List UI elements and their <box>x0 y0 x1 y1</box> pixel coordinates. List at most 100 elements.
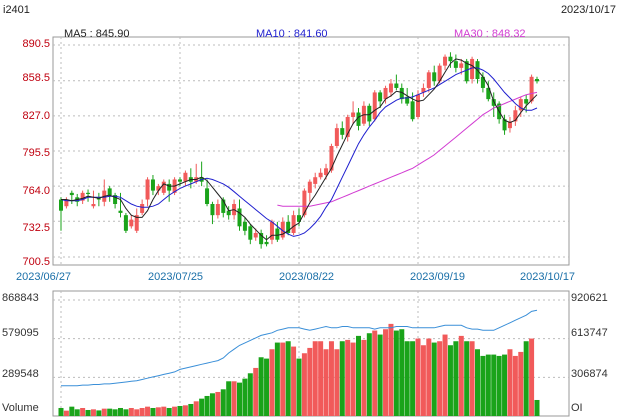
volume-bar <box>415 338 421 416</box>
volume-bar <box>464 341 470 416</box>
volume-bar <box>469 341 475 416</box>
candle-body <box>535 79 539 82</box>
date-tick-label: 2023/07/25 <box>148 271 204 283</box>
oi-axis-label: OI <box>571 402 583 414</box>
volume-bar <box>231 381 237 416</box>
volume-bar <box>383 329 389 416</box>
volume-bar <box>177 405 183 416</box>
volume-bar <box>323 349 329 416</box>
candle-body <box>351 112 356 117</box>
volume-bar <box>372 330 378 416</box>
date-tick-label: 2023/09/19 <box>410 271 466 283</box>
volume-bar <box>134 409 140 416</box>
volume-bar <box>258 357 264 416</box>
candle-body <box>459 63 464 68</box>
volume-bar <box>247 373 253 416</box>
candle-body <box>394 83 399 88</box>
candle-body <box>502 119 507 131</box>
candle-body <box>367 105 372 122</box>
candle-body <box>388 83 393 93</box>
volume-bar <box>226 381 232 416</box>
volume-bar <box>253 367 259 416</box>
candle-body <box>334 128 339 146</box>
candle-body <box>210 204 215 216</box>
volume-bar <box>150 407 156 416</box>
candle-body <box>480 76 485 88</box>
volume-bar <box>529 338 535 416</box>
volume-bar <box>437 341 443 416</box>
candle-body <box>410 101 415 120</box>
candle-body <box>448 56 453 62</box>
candle-body <box>291 215 296 234</box>
candle-body <box>297 215 301 222</box>
volume-bar <box>518 351 524 416</box>
volume-bar <box>285 341 291 416</box>
candle-body <box>96 198 101 200</box>
volume-bar <box>334 349 340 416</box>
volume-tick-label: 868843 <box>2 292 39 304</box>
volume-axis-label: Volume <box>2 402 39 414</box>
volume-bar <box>534 399 540 416</box>
candle-body <box>453 61 458 68</box>
candle-body <box>324 168 329 175</box>
candle-body <box>215 204 220 216</box>
volume-bar <box>420 345 426 416</box>
volume-bar <box>237 382 242 416</box>
volume-bar <box>377 334 383 416</box>
candle-body <box>264 241 269 245</box>
volume-bar <box>264 358 270 416</box>
candle-body <box>405 96 410 104</box>
price-tick-label: 890.5 <box>22 38 50 50</box>
candle-body <box>383 87 388 100</box>
volume-bar <box>507 349 513 416</box>
candle-body <box>378 92 383 102</box>
price-tick-label: 858.5 <box>22 72 50 84</box>
volume-bar <box>431 342 437 416</box>
volume-bar <box>480 355 486 416</box>
candle-body <box>134 215 139 231</box>
candle-body <box>426 72 431 88</box>
volume-bar <box>63 410 69 416</box>
volume-bar <box>161 406 167 416</box>
open-interest-line <box>61 309 538 387</box>
volume-bar <box>215 391 221 416</box>
candle-body <box>86 192 91 194</box>
volume-bar <box>410 341 416 416</box>
volume-bar <box>145 406 151 416</box>
oi-tick-label: 613747 <box>571 327 608 339</box>
candle-body <box>286 221 291 234</box>
candle-body <box>513 110 518 122</box>
candle-body <box>432 72 437 82</box>
candle-body <box>118 210 123 213</box>
volume-bar <box>399 329 405 416</box>
volume-bar <box>242 378 248 416</box>
volume-bar <box>312 341 318 416</box>
volume-bar <box>96 410 102 416</box>
price-tick-label: 795.5 <box>22 147 50 159</box>
candle-body <box>167 183 172 191</box>
volume-bar <box>280 342 286 416</box>
volume-bar <box>101 408 107 416</box>
symbol-label: i2401 <box>3 4 30 16</box>
volume-bar <box>496 355 502 416</box>
candle-body <box>529 76 534 102</box>
volume-bar <box>393 330 399 416</box>
date-tick-label: 2023/08/22 <box>279 271 335 283</box>
candle-body <box>140 204 145 213</box>
candle-body <box>318 172 323 178</box>
candle-body <box>269 221 274 240</box>
candle-body <box>91 204 96 207</box>
candle-body <box>259 233 264 245</box>
volume-bar <box>69 406 75 416</box>
volume-bar <box>188 403 194 416</box>
candle-body <box>107 188 112 196</box>
volume-bar <box>274 342 280 416</box>
candle-body <box>524 99 529 104</box>
ma10-legend: MA10 : 841.60 <box>256 28 328 40</box>
volume-bar <box>458 335 464 416</box>
volume-bar <box>345 339 351 416</box>
volume-bar <box>453 341 459 416</box>
volume-bar <box>442 334 448 416</box>
volume-bar <box>182 405 188 416</box>
volume-bar <box>307 347 313 416</box>
